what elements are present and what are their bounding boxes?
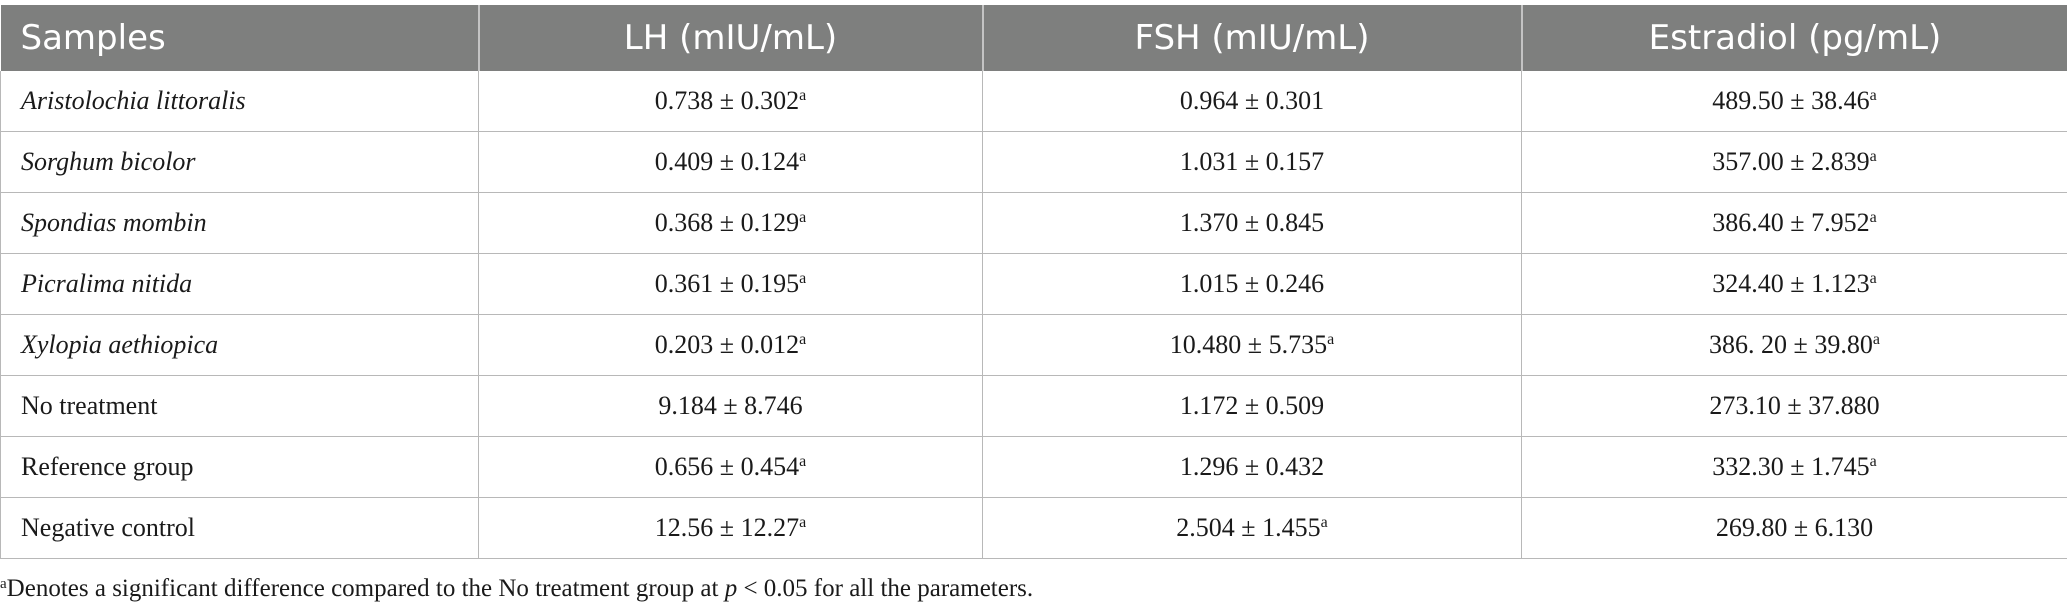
table-row: Aristolochia littoralis 0.738 ± 0.302a 0… [0, 71, 2067, 132]
sample-name: Sorghum bicolor [0, 131, 479, 193]
estradiol-value: 386.40 ± 7.952a [1521, 192, 2067, 254]
table-footnote: aDenotes a significant difference compar… [0, 575, 1033, 603]
estradiol-value: 386. 20 ± 39.80a [1521, 314, 2067, 376]
table-row: Xylopia aethiopica 0.203 ± 0.012a 10.480… [0, 314, 2067, 376]
sample-name: Reference group [0, 436, 479, 498]
lh-value: 9.184 ± 8.746 [478, 375, 983, 437]
table-row: No treatment 9.184 ± 8.746 1.172 ± 0.509… [0, 375, 2067, 437]
footnote-p-symbol: p [724, 575, 738, 602]
fsh-value: 1.370 ± 0.845 [982, 192, 1522, 254]
header-row: Samples LH (mIU/mL) FSH (mIU/mL) Estradi… [0, 5, 2067, 71]
table-row: Sorghum bicolor 0.409 ± 0.124a 1.031 ± 0… [0, 131, 2067, 193]
table-row: Reference group 0.656 ± 0.454a 1.296 ± 0… [0, 436, 2067, 498]
header-samples: Samples [0, 5, 480, 71]
fsh-value: 10.480 ± 5.735a [982, 314, 1522, 376]
lh-value: 0.203 ± 0.012a [478, 314, 983, 376]
fsh-value: 1.015 ± 0.246 [982, 253, 1522, 315]
header-estradiol: Estradiol (pg/mL) [1521, 5, 2067, 71]
sample-name: Spondias mombin [0, 192, 479, 254]
lh-value: 12.56 ± 12.27a [478, 497, 983, 559]
footnote-text: Denotes a significant difference compare… [6, 575, 725, 602]
table-row: Negative control 12.56 ± 12.27a 2.504 ± … [0, 497, 2067, 559]
fsh-value: 2.504 ± 1.455a [982, 497, 1522, 559]
sample-name: Aristolochia littoralis [0, 71, 479, 132]
fsh-value: 1.031 ± 0.157 [982, 131, 1522, 193]
lh-value: 0.368 ± 0.129a [478, 192, 983, 254]
table-row: Spondias mombin 0.368 ± 0.129a 1.370 ± 0… [0, 192, 2067, 254]
header-fsh: FSH (mIU/mL) [982, 5, 1523, 71]
lh-value: 0.361 ± 0.195a [478, 253, 983, 315]
estradiol-value: 324.40 ± 1.123a [1521, 253, 2067, 315]
results-table: Samples LH (mIU/mL) FSH (mIU/mL) Estradi… [0, 5, 2067, 559]
estradiol-value: 273.10 ± 37.880 [1521, 375, 2067, 437]
sample-name: Negative control [0, 497, 479, 559]
lh-value: 0.409 ± 0.124a [478, 131, 983, 193]
lh-value: 0.738 ± 0.302a [478, 71, 983, 132]
footnote-text-end: < 0.05 for all the parameters. [737, 575, 1034, 602]
sample-name: Xylopia aethiopica [0, 314, 479, 376]
fsh-value: 1.296 ± 0.432 [982, 436, 1522, 498]
estradiol-value: 489.50 ± 38.46a [1521, 71, 2067, 132]
estradiol-value: 269.80 ± 6.130 [1521, 497, 2067, 559]
estradiol-value: 332.30 ± 1.745a [1521, 436, 2067, 498]
fsh-value: 0.964 ± 0.301 [982, 71, 1522, 132]
sample-name: No treatment [0, 375, 479, 437]
estradiol-value: 357.00 ± 2.839a [1521, 131, 2067, 193]
fsh-value: 1.172 ± 0.509 [982, 375, 1522, 437]
header-lh: LH (mIU/mL) [478, 5, 984, 71]
footnote-marker: a [0, 576, 7, 592]
sample-name: Picralima nitida [0, 253, 479, 315]
table-row: Picralima nitida 0.361 ± 0.195a 1.015 ± … [0, 253, 2067, 315]
lh-value: 0.656 ± 0.454a [478, 436, 983, 498]
